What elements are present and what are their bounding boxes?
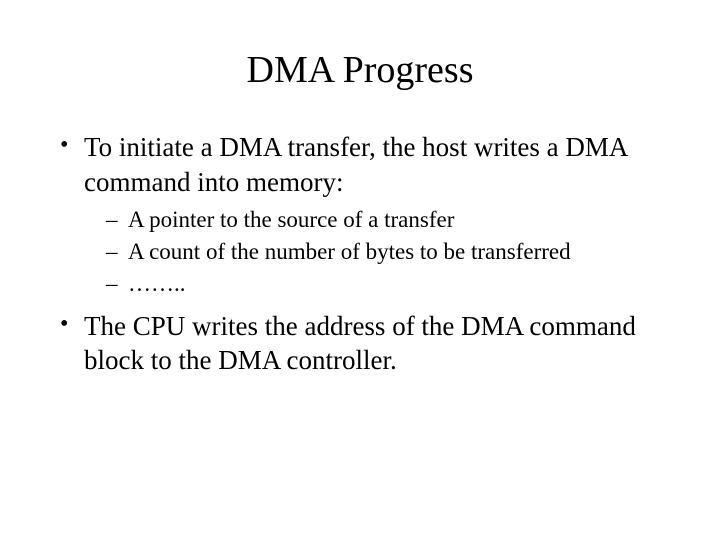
sub-bullet-item: …….. bbox=[106, 269, 664, 299]
bullet-text: To initiate a DMA transfer, the host wri… bbox=[84, 132, 627, 197]
slide: DMA Progress To initiate a DMA transfer,… bbox=[0, 0, 720, 540]
sub-bullet-item: A count of the number of bytes to be tra… bbox=[106, 237, 664, 267]
sub-bullet-list: A pointer to the source of a transfer A … bbox=[84, 205, 664, 299]
bullet-item: The CPU writes the address of the DMA co… bbox=[56, 309, 664, 378]
sub-bullet-item: A pointer to the source of a transfer bbox=[106, 205, 664, 235]
bullet-text: The CPU writes the address of the DMA co… bbox=[84, 311, 636, 376]
bullet-item: To initiate a DMA transfer, the host wri… bbox=[56, 130, 664, 299]
slide-title: DMA Progress bbox=[56, 48, 664, 92]
bullet-list: To initiate a DMA transfer, the host wri… bbox=[56, 130, 664, 378]
